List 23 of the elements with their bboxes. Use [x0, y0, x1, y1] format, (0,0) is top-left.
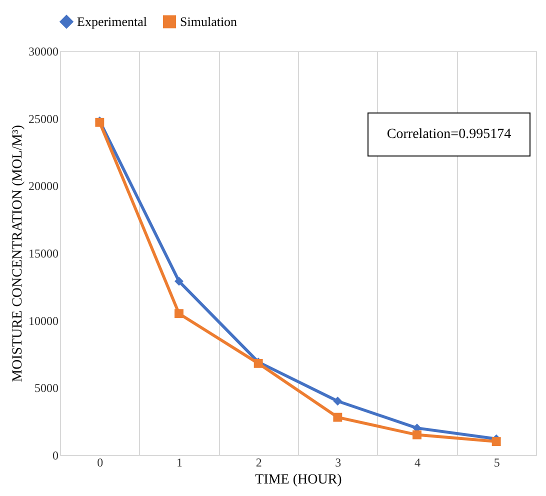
y-tick-label: 30000	[28, 44, 58, 58]
y-tick-label: 20000	[28, 179, 58, 194]
x-axis-title: TIME (HOUR)	[255, 472, 342, 488]
y-tick-label: 25000	[28, 112, 58, 126]
point	[333, 396, 342, 406]
y-tick-label: 10000	[28, 314, 58, 328]
legend-label: Experimental	[77, 14, 148, 29]
x-tick-label: 5	[494, 456, 500, 470]
point	[492, 437, 501, 446]
y-tick-label: 15000	[28, 246, 58, 260]
point	[174, 309, 184, 318]
point	[412, 430, 422, 440]
y-axis-title: MOISTURE CONCENTRATION (MOL/M³)	[10, 124, 26, 382]
point	[174, 276, 184, 286]
x-tick-label: 0	[97, 456, 104, 470]
x-tick-label: 2	[256, 456, 262, 470]
x-tick-label: 3	[335, 456, 342, 470]
annotation: Correlation=0.995174	[386, 127, 512, 142]
legend-label: Simulation	[180, 14, 238, 29]
y-tick-label: 5000	[34, 381, 58, 396]
x-tick-label: 4	[414, 456, 420, 470]
point	[333, 412, 342, 422]
x-tick-label: 1	[176, 456, 182, 470]
